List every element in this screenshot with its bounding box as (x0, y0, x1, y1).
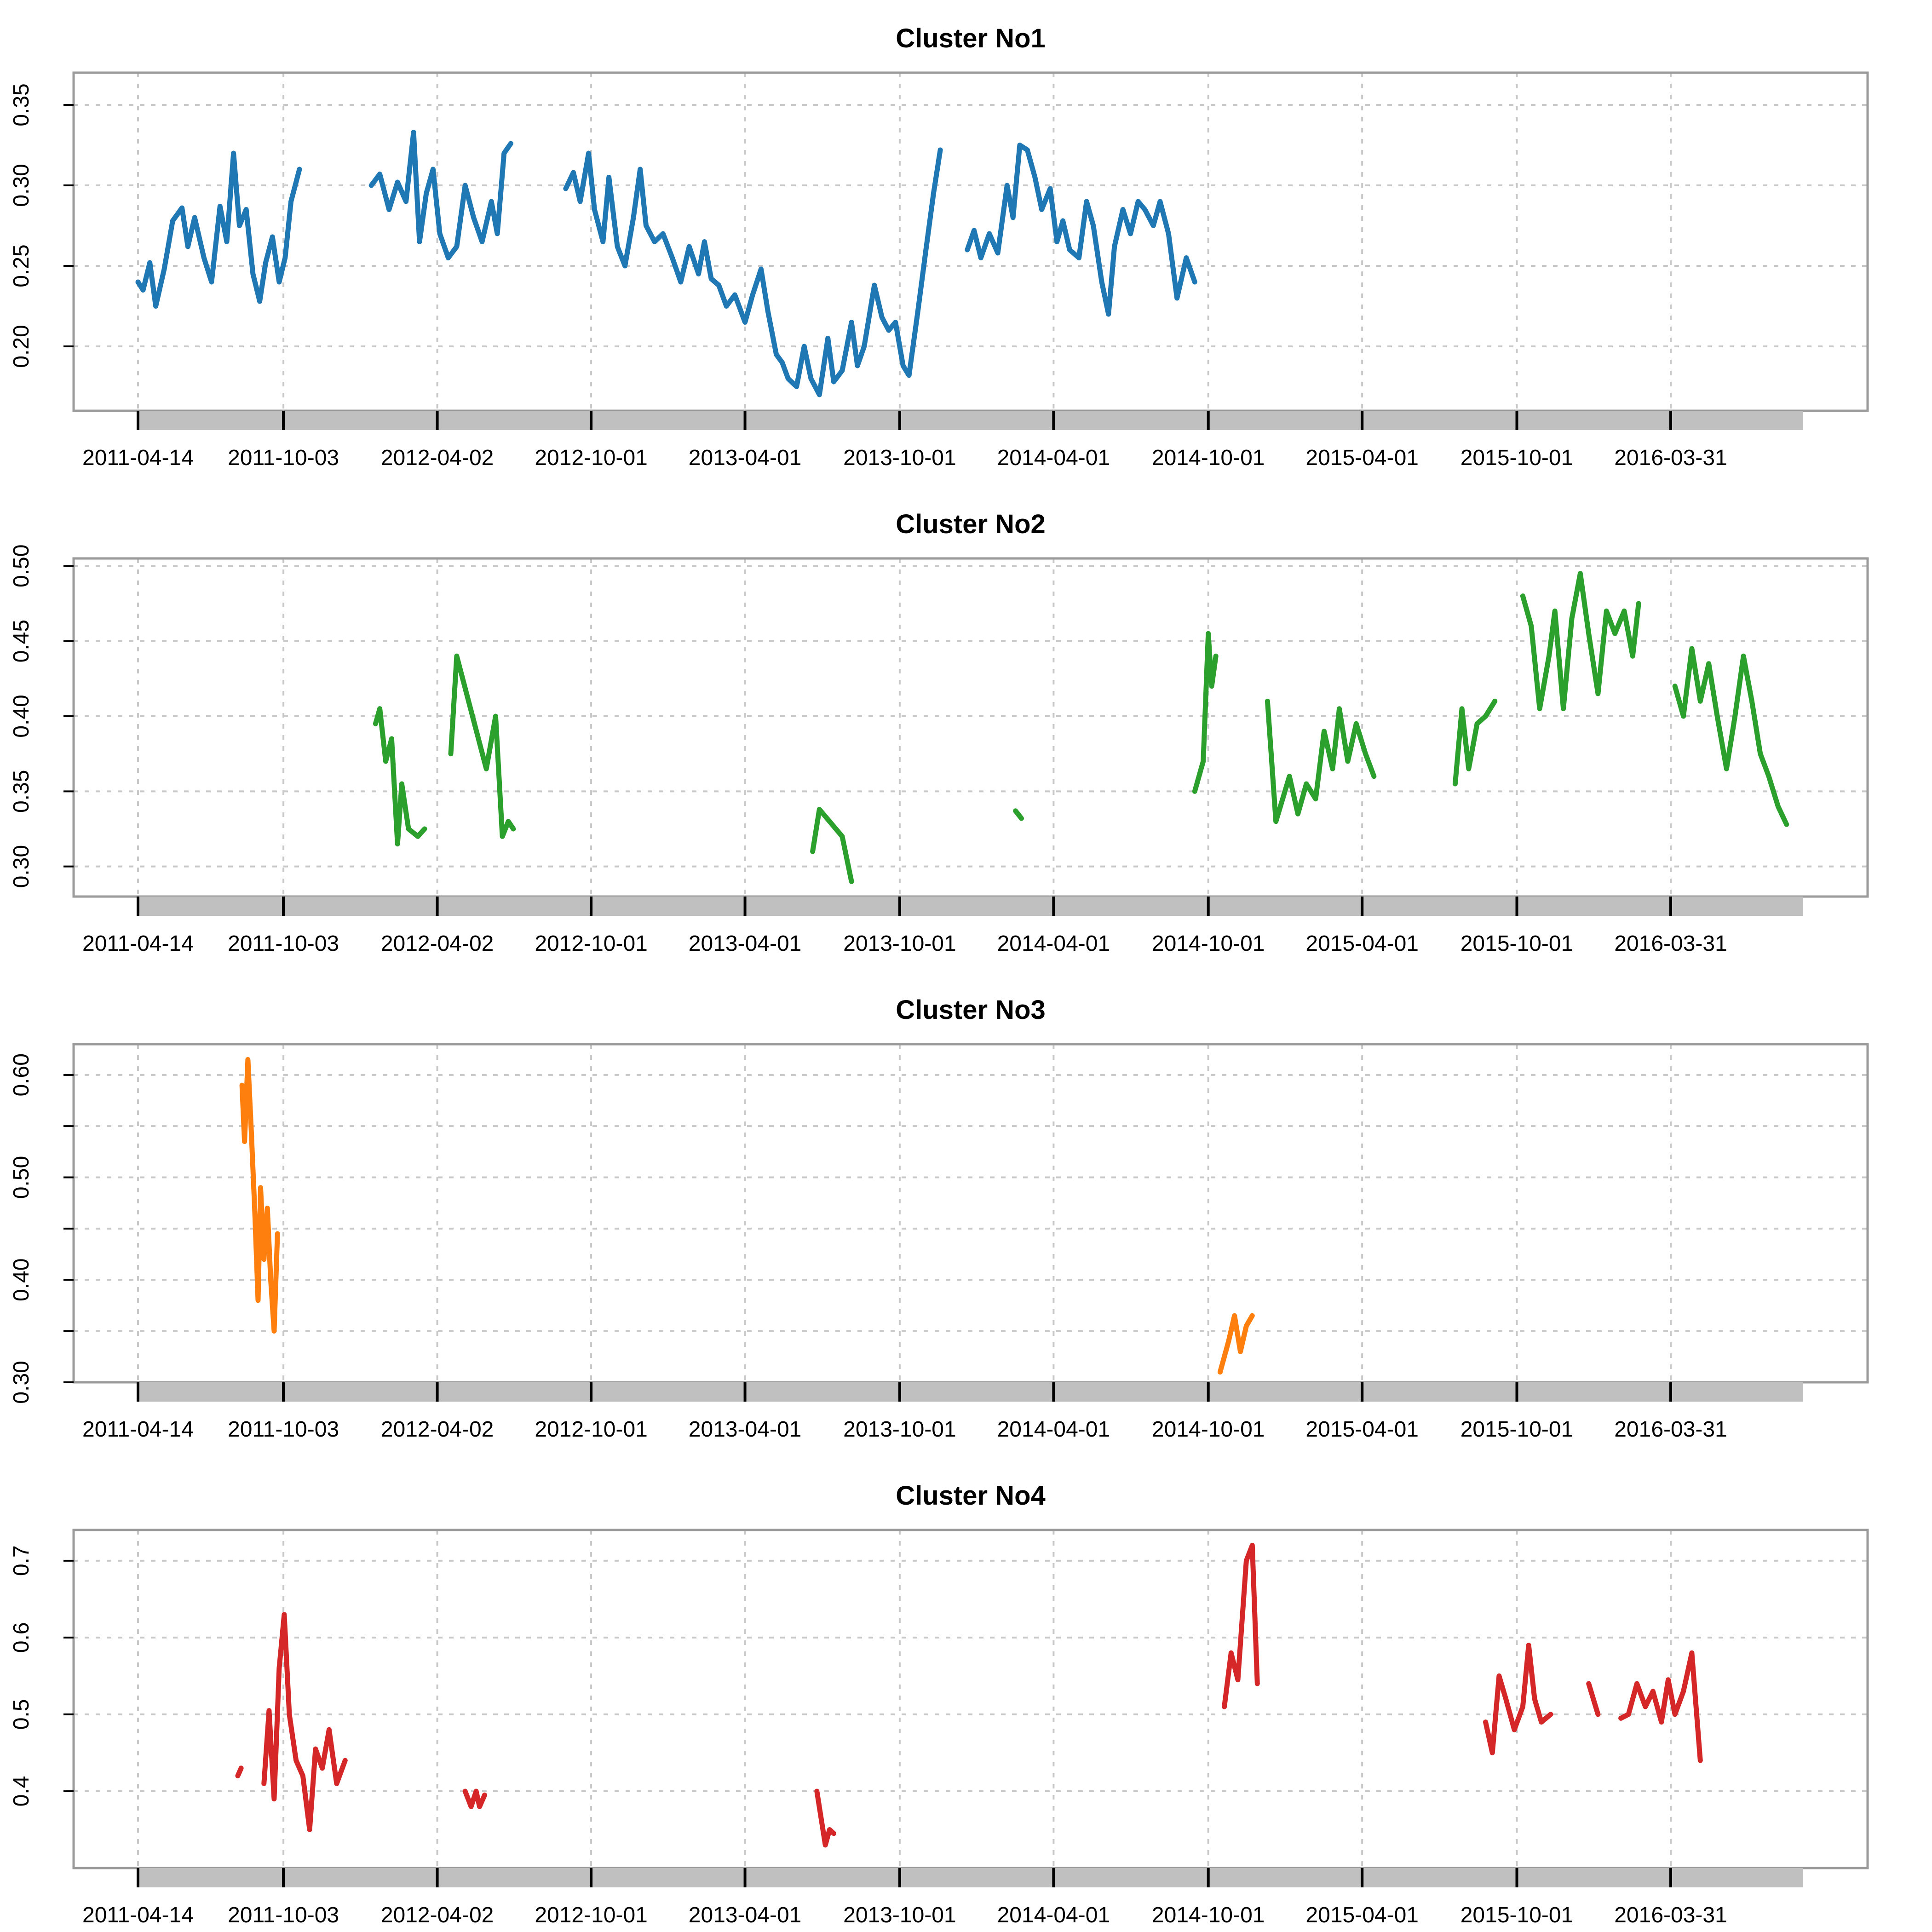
y-tick-label: 0.25 (9, 244, 34, 287)
x-tick-label: 2016-03-31 (1614, 932, 1727, 956)
x-tick-label: 2016-03-31 (1614, 446, 1727, 470)
x-tick-label: 2013-04-01 (689, 1417, 802, 1442)
panel-cluster-3: Cluster No3 2011-04-14 2011-10-03 2012-04-… (9, 995, 1869, 1442)
series-line-segment (1217, 1313, 1255, 1375)
x-tick-label: 2015-10-01 (1460, 1417, 1574, 1442)
y-tick-label: 0.30 (9, 164, 34, 207)
panel-title: Cluster No3 (896, 995, 1046, 1025)
panel-title: Cluster No4 (896, 1481, 1046, 1511)
series-line-segment (1452, 698, 1498, 787)
x-tick-label: 2011-10-03 (228, 446, 339, 470)
y-tick-label: 0.6 (9, 1622, 34, 1653)
series-line-segment (965, 143, 1197, 317)
x-axis-band (138, 1868, 1803, 1887)
series-line-segment (1192, 631, 1219, 794)
series-line-segment (1222, 1542, 1260, 1709)
x-tick-label: 2012-04-02 (381, 932, 494, 956)
x-tick-label: 2011-10-03 (228, 932, 339, 956)
y-tick-label: 0.7 (9, 1545, 34, 1576)
x-tick-label: 2012-04-02 (381, 446, 494, 470)
panel-cluster-4: Cluster No4 2011-04-14 2011-10-03 2012-04-… (9, 1481, 1869, 1927)
x-tick-label: 2014-10-01 (1152, 1903, 1265, 1927)
x-tick-label: 2012-10-01 (535, 932, 648, 956)
series-line-segment (1520, 571, 1641, 712)
series-line-segment (235, 1765, 244, 1778)
x-tick-label: 2013-04-01 (689, 1903, 802, 1927)
x-tick-label: 2015-10-01 (1460, 1903, 1574, 1927)
x-tick-label: 2013-10-01 (843, 1417, 956, 1442)
series-line-segment (814, 1788, 836, 1848)
y-tick-label: 0.35 (9, 83, 34, 126)
series-line-segment (135, 150, 302, 309)
y-tick-label: 0.45 (9, 620, 34, 662)
x-tick-label: 2013-10-01 (843, 932, 956, 956)
y-tick-label: 0.40 (9, 695, 34, 737)
x-tick-label: 2012-04-02 (381, 1903, 494, 1927)
series-line-segment (563, 147, 943, 397)
plot-frame (72, 557, 1869, 898)
x-tick-label: 2012-04-02 (381, 1417, 494, 1442)
y-tick-label: 0.35 (9, 770, 34, 813)
x-tick-label: 2013-04-01 (689, 932, 802, 956)
x-tick-label: 2016-03-31 (1614, 1417, 1727, 1442)
x-tick-label: 2011-04-14 (82, 1903, 194, 1927)
x-axis-band (138, 1382, 1803, 1402)
x-tick-label: 2014-04-01 (997, 446, 1110, 470)
x-tick-label: 2013-10-01 (843, 1903, 956, 1927)
series-line-segment (239, 1057, 280, 1334)
x-tick-label: 2015-04-01 (1305, 932, 1419, 956)
x-tick-label: 2015-04-01 (1305, 1903, 1419, 1927)
y-tick-label: 0.20 (9, 325, 34, 368)
x-tick-label: 2015-10-01 (1460, 446, 1574, 470)
series-line-segment (373, 706, 427, 847)
x-tick-label: 2014-10-01 (1152, 932, 1265, 956)
x-tick-label: 2013-04-01 (689, 446, 802, 470)
x-tick-label: 2011-04-14 (82, 932, 194, 956)
series-line-segment (1672, 646, 1789, 827)
x-tick-label: 2011-04-14 (82, 1417, 194, 1442)
x-tick-label: 2014-04-01 (997, 1903, 1110, 1927)
x-tick-label: 2011-04-14 (82, 446, 194, 470)
x-tick-label: 2014-04-01 (997, 932, 1110, 956)
x-tick-label: 2014-10-01 (1152, 1417, 1265, 1442)
x-tick-label: 2016-03-31 (1614, 1903, 1727, 1927)
x-tick-label: 2015-04-01 (1305, 446, 1419, 470)
x-axis-band (138, 897, 1803, 916)
x-tick-label: 2015-04-01 (1305, 1417, 1419, 1442)
series-line-segment (1483, 1643, 1553, 1755)
series-line-segment (1618, 1650, 1703, 1763)
x-tick-label: 2011-10-03 (228, 1903, 339, 1927)
x-tick-label: 2012-10-01 (535, 446, 648, 470)
series-line-segment (1265, 698, 1377, 824)
y-tick-label: 0.50 (9, 1156, 34, 1199)
panel-title: Cluster No1 (896, 23, 1046, 53)
series-line-segment (368, 130, 513, 260)
x-tick-label: 2012-10-01 (535, 1903, 648, 1927)
series-line-segment (261, 1612, 348, 1832)
y-tick-label: 0.40 (9, 1259, 34, 1301)
plot-frame (72, 1529, 1869, 1869)
series-line-segment (462, 1788, 487, 1809)
x-axis-band (138, 411, 1803, 430)
x-tick-label: 2011-10-03 (228, 1417, 339, 1442)
y-tick-label: 0.50 (9, 545, 34, 587)
x-tick-label: 2012-10-01 (535, 1417, 648, 1442)
x-tick-label: 2014-10-01 (1152, 446, 1265, 470)
y-tick-label: 0.60 (9, 1053, 34, 1096)
series-line-segment (448, 653, 516, 839)
panel-title: Cluster No2 (896, 509, 1046, 539)
panel-cluster-1: Cluster No1 2011-04-14 2011-10-03 2012-04-… (9, 23, 1869, 470)
series-line-segment (1586, 1681, 1601, 1717)
panel-cluster-2: Cluster No2 2011-04-14 2011-10-03 2012-04-… (9, 509, 1869, 956)
x-tick-label: 2013-10-01 (843, 446, 956, 470)
y-tick-label: 0.4 (9, 1776, 34, 1807)
y-tick-label: 0.30 (9, 1361, 34, 1403)
x-tick-label: 2015-10-01 (1460, 932, 1574, 956)
series-line-segment (1013, 808, 1024, 821)
y-tick-label: 0.5 (9, 1699, 34, 1730)
x-tick-label: 2014-04-01 (997, 1417, 1110, 1442)
y-tick-label: 0.30 (9, 845, 34, 888)
series-line-segment (810, 807, 854, 884)
